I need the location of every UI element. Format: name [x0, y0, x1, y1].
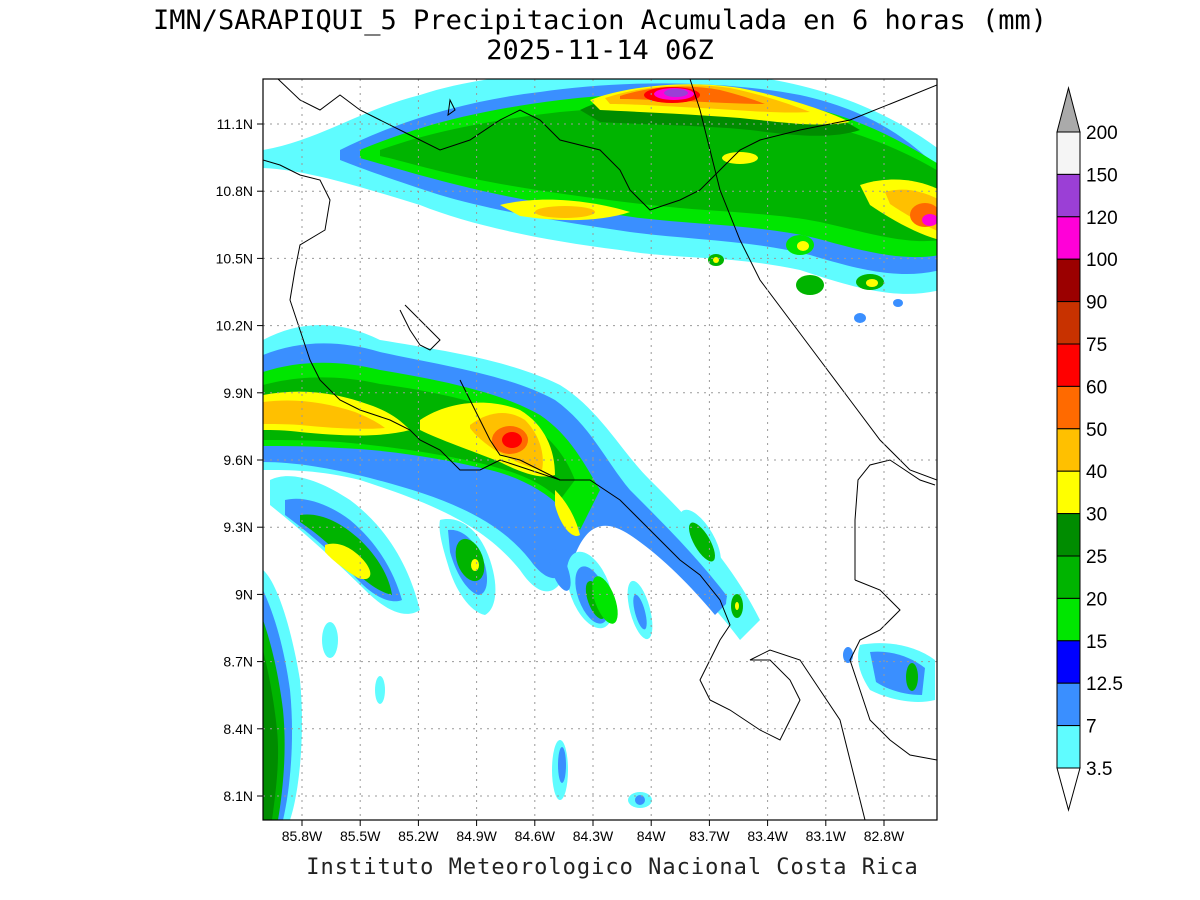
colorbar-swatch: [1056, 216, 1081, 260]
colorbar-swatch: [1056, 385, 1081, 430]
colorbar-swatch: [1056, 640, 1081, 684]
lon-tick-label: 85.8W: [282, 828, 323, 844]
colorbar-label: 12.5: [1086, 674, 1123, 695]
lon-tick-label: 84W: [637, 828, 667, 844]
lon-tick-label: 84.3W: [573, 828, 614, 844]
colorbar-label: 200: [1086, 123, 1118, 144]
map-gridlines: [263, 79, 937, 820]
footer-credit: Instituto Meteorologico Nacional Costa R…: [306, 855, 919, 880]
lon-tick-label: 84.9W: [456, 828, 497, 844]
lon-tick-label: 85.2W: [398, 828, 439, 844]
lat-tick-label: 9.9N: [223, 385, 253, 401]
lon-tick-label: 82.8W: [864, 828, 905, 844]
map-axes: 85.8W 85.5W 85.2W 84.9W 84.6W 84.3W 84W 83.7W 83…: [216, 116, 905, 844]
lat-tick-label: 10.5N: [216, 250, 253, 266]
colorbar-min-arrow: [1056, 767, 1081, 812]
colorbar-swatch: [1056, 725, 1081, 769]
lat-tick-label: 11.1N: [217, 116, 253, 132]
colorbar-label: 20: [1086, 589, 1107, 610]
lon-tick-label: 84.6W: [515, 828, 556, 844]
lon-tick-label: 83.4W: [747, 828, 788, 844]
colorbar-swatch: [1056, 597, 1081, 642]
colorbar-swatch: [1056, 470, 1081, 515]
colorbar-label: 30: [1086, 505, 1107, 526]
lat-tick-label: 8.1N: [223, 788, 253, 804]
lat-tick-label: 10.2N: [216, 318, 253, 334]
lon-tick-label: 83.1W: [806, 828, 847, 844]
colorbar-label: 90: [1086, 293, 1107, 314]
colorbar-label: 60: [1086, 377, 1107, 398]
colorbar-swatch: [1056, 343, 1081, 387]
colorbar-swatch: [1056, 428, 1081, 472]
colorbar-swatch: [1056, 258, 1081, 303]
colorbar-swatch: [1056, 173, 1081, 218]
lat-tick-label: 9.6N: [223, 452, 253, 468]
lat-tick-label: 8.4N: [223, 721, 253, 737]
colorbar-label: 50: [1086, 420, 1107, 441]
precip-field: [263, 79, 937, 820]
colorbar-swatch: [1056, 513, 1081, 557]
colorbar-swatch: [1056, 682, 1081, 727]
coastline: [263, 79, 937, 820]
colorbar-label: 40: [1086, 462, 1107, 483]
lat-tick-label: 10.8N: [216, 183, 253, 199]
colorbar-swatch: [1056, 555, 1081, 599]
lat-tick-label: 9.3N: [223, 519, 253, 535]
legend-colorbar: 200 150 120 100 90 75 60 50 40 30 25 20 15 12.5 7 3.5: [1056, 86, 1123, 812]
colorbar-label: 25: [1086, 547, 1107, 568]
colorbar-swatch: [1056, 131, 1081, 175]
colorbar-label: 100: [1086, 250, 1118, 271]
colorbar-swatch: [1056, 301, 1081, 345]
colorbar-label: 15: [1086, 632, 1107, 653]
colorbar-label: 3.5: [1086, 759, 1112, 780]
lat-tick-label: 9N: [235, 586, 253, 602]
colorbar-label: 120: [1086, 208, 1118, 229]
lon-tick-label: 85.5W: [340, 828, 381, 844]
map-frame: [262, 78, 938, 821]
lat-tick-label: 8.7N: [223, 654, 253, 670]
colorbar-label: 150: [1086, 165, 1118, 186]
colorbar-label: 7: [1086, 717, 1097, 738]
colorbar-max-arrow: [1056, 86, 1081, 133]
map-title: IMN/SARAPIQUI_5 Precipitacion Acumulada …: [152, 5, 1048, 36]
colorbar-label: 75: [1086, 335, 1107, 356]
map-subtitle: 2025-11-14 06Z: [486, 35, 714, 66]
lon-tick-label: 83.7W: [689, 828, 730, 844]
